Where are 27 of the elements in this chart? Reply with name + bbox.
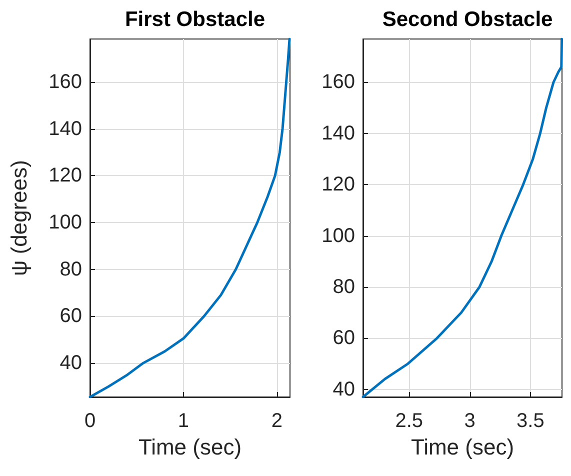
y-tick-label: 80 (332, 276, 355, 298)
line-series (88, 38, 291, 398)
y-tick-label: 100 (322, 224, 355, 247)
x-tick-label: 2 (271, 410, 282, 432)
x-axis-title: Time (sec) (138, 434, 242, 460)
y-tick-label: 160 (322, 71, 355, 94)
y-axis-title: ψ (degrees) (6, 160, 32, 276)
y-tick-label: 160 (48, 71, 82, 94)
chart-title: Second Obstacle (382, 8, 553, 31)
line-series (362, 38, 564, 398)
chart-title: First Obstacle (124, 8, 266, 31)
x-axis-title: Time (sec) (410, 434, 514, 460)
y-tick-label: 40 (332, 378, 355, 400)
y-tick-label: 40 (60, 352, 82, 374)
x-tick-label: 3.5 (516, 410, 544, 432)
y-tick-label: 60 (332, 327, 355, 350)
y-tick-label: 60 (60, 305, 82, 328)
y-tick-label: 140 (48, 118, 82, 140)
y-tick-label: 140 (322, 122, 355, 144)
x-tick-label: 0 (84, 410, 96, 432)
y-tick-label: 80 (60, 258, 82, 280)
y-tick-label: 120 (322, 174, 355, 196)
x-tick-label: 2.5 (395, 410, 424, 432)
y-tick-label: 120 (48, 164, 82, 187)
y-tick-label: 100 (48, 212, 82, 234)
x-tick-label: 1 (178, 410, 190, 432)
x-tick-label: 3 (464, 410, 476, 432)
